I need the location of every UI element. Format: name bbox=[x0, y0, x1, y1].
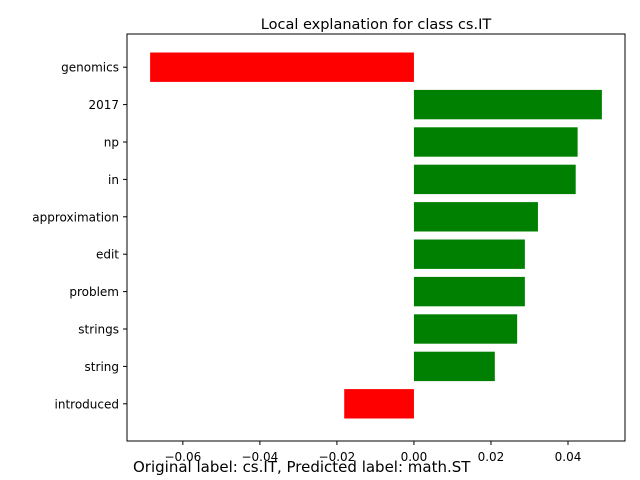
y-tick-label: 2017 bbox=[88, 98, 119, 112]
x-tick-label: 0.04 bbox=[555, 450, 582, 464]
y-tick-label: introduced bbox=[55, 397, 119, 411]
bar-string bbox=[413, 351, 495, 382]
y-tick-label: edit bbox=[96, 248, 119, 262]
bar-genomics bbox=[150, 52, 414, 82]
x-axis-ticks: −0.06 −0.04 −0.02 0.00 0.02 0.04 bbox=[164, 441, 581, 464]
y-axis-ticks: genomics 2017 np in approximation edit problem… bbox=[32, 61, 127, 411]
plot-frame bbox=[126, 33, 626, 442]
x-tick-label: −0.06 bbox=[164, 450, 201, 464]
y-tick-label: in bbox=[108, 173, 119, 187]
y-tick-label: problem bbox=[69, 285, 119, 299]
bar-in bbox=[413, 164, 576, 195]
bar-introduced bbox=[344, 389, 414, 419]
y-tick-label: approximation bbox=[32, 210, 119, 224]
bars-group bbox=[150, 52, 602, 419]
bar-edit bbox=[413, 239, 525, 269]
x-tick-label: −0.04 bbox=[241, 450, 278, 464]
bar-problem bbox=[413, 276, 525, 307]
bar-approximation bbox=[413, 202, 538, 232]
chart-title: Local explanation for class cs.IT bbox=[261, 17, 492, 33]
x-tick-label: 0.02 bbox=[478, 450, 505, 464]
bar-strings bbox=[413, 314, 518, 344]
bar-2017 bbox=[413, 89, 602, 120]
bar-np bbox=[413, 127, 578, 157]
x-tick-label: −0.02 bbox=[319, 450, 356, 464]
y-tick-label: string bbox=[85, 360, 119, 374]
caption-text: Original label: cs.IT, Predicted label: … bbox=[133, 458, 471, 476]
x-tick-label: 0.00 bbox=[401, 450, 428, 464]
y-tick-label: genomics bbox=[61, 61, 119, 75]
y-tick-label: np bbox=[104, 136, 119, 150]
y-tick-label: strings bbox=[78, 323, 119, 337]
